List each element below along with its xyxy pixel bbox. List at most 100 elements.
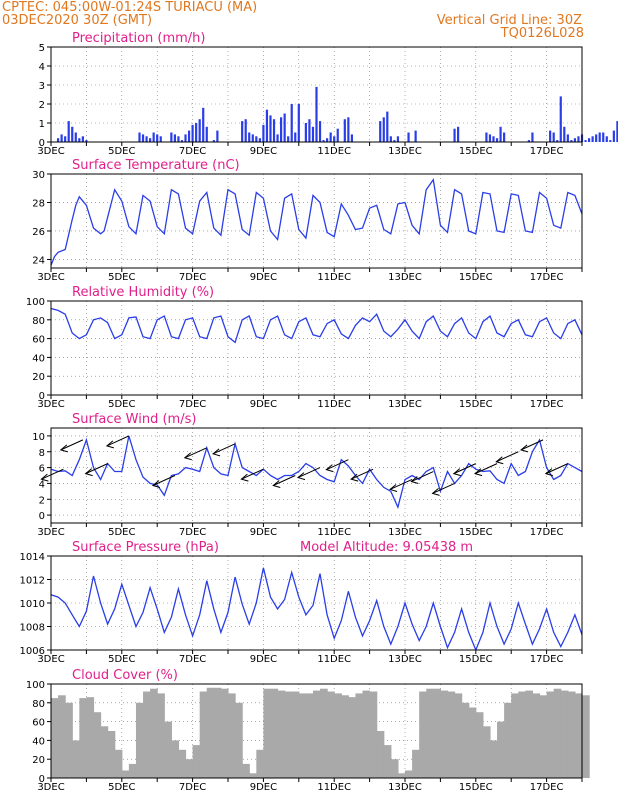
- precipitation-bar: [584, 140, 587, 142]
- precipitation-bar: [74, 132, 77, 142]
- precipitation-bar: [85, 140, 88, 142]
- cloud-cover-bar: [532, 693, 541, 778]
- precipitation-bar: [559, 96, 562, 142]
- precipitation-bar: [187, 130, 191, 142]
- precipitation-bar: [283, 113, 286, 142]
- cloud-cover-bar: [419, 691, 427, 778]
- wind-vector-arrow: [411, 471, 434, 482]
- cloud-cover-bar: [454, 693, 463, 778]
- cloud-cover-bar: [72, 740, 80, 778]
- cloud-cover-bar: [539, 695, 548, 778]
- precipitation-bar: [138, 132, 141, 142]
- wind-ytick-label: 6: [39, 464, 45, 475]
- cloud-cover-bar: [256, 749, 264, 778]
- cloud-cover-bar: [582, 695, 590, 778]
- cloud-cover-bar: [369, 691, 378, 778]
- precipitation-bar: [556, 140, 559, 142]
- wind-vector-arrow: [297, 467, 321, 479]
- precipitation-bar: [389, 136, 392, 142]
- precipitation-bar: [616, 121, 618, 142]
- cloud-cover-bar: [164, 721, 172, 778]
- cloud-cover-bar: [440, 690, 449, 778]
- precipitation-bar: [241, 121, 244, 142]
- cloud-cover-bar: [128, 763, 137, 778]
- humidity-ytick-label: 20: [32, 372, 45, 383]
- model-code-label: TQ0126L028: [500, 26, 584, 41]
- cloud-cover-bar: [383, 745, 392, 778]
- cloud-cover-xtick-label: 15DEC: [459, 782, 493, 793]
- precipitation-bar: [180, 140, 184, 142]
- cloud-cover-bar: [291, 691, 300, 778]
- wind-vector-arrow: [106, 435, 130, 447]
- cloud-cover-ytick-label: 0: [39, 774, 45, 785]
- temperature-xtick-label: 15DEC: [459, 272, 493, 283]
- cloud-cover-bar: [447, 691, 456, 778]
- cloud-cover-bar: [362, 690, 371, 778]
- precipitation-bar: [173, 134, 176, 142]
- wind-xtick-label: 11DEC: [317, 527, 351, 538]
- cloud-cover-bar: [121, 770, 130, 778]
- pressure-series-line: [50, 567, 583, 652]
- precipitation-bar: [276, 134, 279, 142]
- precipitation-bar: [566, 134, 569, 142]
- precipitation-xtick-label: 7DEC: [179, 146, 206, 157]
- wind-vector-arrowhead: [240, 473, 249, 482]
- cloud-cover-ytick-label: 60: [32, 718, 45, 729]
- cloud-cover-bar: [86, 697, 95, 778]
- cloud-cover-bar: [518, 691, 526, 778]
- wind-vector-arrow: [152, 475, 176, 486]
- precipitation-bar: [503, 132, 506, 142]
- precipitation-ytick-label: 1: [39, 119, 45, 130]
- precipitation-bar: [591, 136, 594, 142]
- cloud-cover-bar: [511, 693, 519, 778]
- cloud-cover-bar: [482, 726, 491, 778]
- precipitation-bar: [379, 121, 382, 142]
- precipitation-bar: [145, 136, 148, 142]
- pressure-xtick-label: 17DEC: [530, 654, 564, 665]
- wind-vector-arrowhead: [40, 473, 49, 482]
- humidity-xtick-label: 15DEC: [459, 399, 493, 410]
- wind-xtick-label: 17DEC: [530, 527, 564, 538]
- precipitation-bar: [212, 140, 215, 142]
- wind-vector-arrow: [41, 468, 64, 480]
- precipitation-bar: [244, 119, 247, 142]
- precipitation-bar: [531, 132, 534, 142]
- cloud-cover-bar: [397, 773, 406, 778]
- precipitation-bar: [322, 140, 325, 142]
- cloud-cover-bar: [426, 688, 434, 778]
- cloud-cover-title: Cloud Cover (%): [72, 668, 178, 683]
- pressure-xtick-label: 13DEC: [388, 654, 422, 665]
- humidity-xtick-label: 7DEC: [179, 399, 206, 410]
- precipitation-bar: [78, 138, 81, 142]
- wind-ytick-label: 4: [39, 479, 45, 490]
- wind-vector-arrow: [432, 482, 455, 494]
- precipitation-xtick-label: 5DEC: [108, 146, 135, 157]
- wind-vector-arrow: [60, 439, 84, 451]
- wind-vector-arrow: [184, 447, 207, 459]
- cloud-cover-bar: [504, 702, 512, 778]
- cloud-cover-bar: [277, 690, 286, 778]
- precipitation-bar: [382, 117, 385, 142]
- wind-frame: [50, 427, 583, 524]
- cloud-cover-bar: [178, 749, 187, 778]
- temperature-xtick-label: 9DEC: [250, 272, 277, 283]
- precipitation-bar: [290, 104, 293, 142]
- precipitation-bar: [577, 136, 580, 142]
- precipitation-bar: [488, 134, 492, 142]
- precipitation-bar: [549, 130, 552, 142]
- cloud-cover-bar: [341, 695, 349, 778]
- precipitation-bar: [587, 138, 591, 142]
- pressure-xtick-label: 3DEC: [37, 654, 64, 665]
- precipitation-bar: [595, 134, 598, 142]
- pressure-ytick-label: 1014: [20, 552, 45, 563]
- cloud-cover-bar: [433, 688, 441, 778]
- precipitation-ytick-label: 5: [39, 43, 45, 54]
- cloud-cover-bar: [249, 773, 257, 778]
- precipitation-bar: [71, 126, 74, 142]
- humidity-title: Relative Humidity (%): [72, 285, 214, 300]
- temperature-xtick-label: 17DEC: [530, 272, 564, 283]
- wind-vector-arrowhead: [389, 484, 398, 492]
- wind-vector-arrowhead: [296, 472, 306, 481]
- cloud-cover-bar: [58, 695, 66, 778]
- precipitation-bar: [258, 138, 261, 142]
